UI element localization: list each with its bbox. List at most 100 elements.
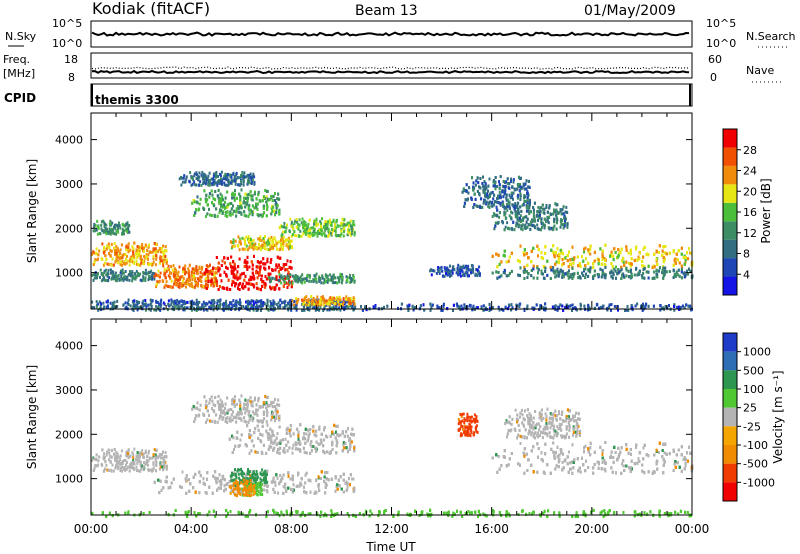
scatter-cell xyxy=(345,278,348,282)
scatter-cell xyxy=(248,308,251,312)
scatter-cell xyxy=(282,230,285,234)
scatter-cell xyxy=(506,203,508,207)
scatter-cell xyxy=(245,300,247,304)
scatter-cell xyxy=(172,273,175,277)
scatter-cell xyxy=(205,282,207,286)
scatter-cell xyxy=(125,257,127,261)
scatter-cell xyxy=(286,243,289,247)
scatter-cell xyxy=(327,234,330,238)
scatter-cell xyxy=(550,213,553,216)
scatter-cell xyxy=(191,304,194,308)
scatter-cell xyxy=(106,305,109,309)
scatter-cell xyxy=(353,279,356,283)
scatter-cell xyxy=(330,221,333,225)
scatter-cell xyxy=(319,305,322,309)
scatter-cell xyxy=(195,302,198,306)
scatter-cell xyxy=(286,238,289,242)
scatter-cell xyxy=(505,206,507,209)
scatter-cell xyxy=(252,277,255,281)
scatter-cell xyxy=(190,183,193,187)
scatter-cell xyxy=(555,221,558,225)
scatter-cell xyxy=(156,280,159,284)
scatter-cell xyxy=(486,192,489,196)
scatter-cell xyxy=(542,306,545,310)
scatter-cell xyxy=(231,283,233,287)
scatter-cell xyxy=(114,226,117,230)
scatter-cell xyxy=(512,205,515,209)
scatter-cell xyxy=(114,248,117,252)
scatter-cell xyxy=(516,194,519,198)
scatter-cell xyxy=(332,305,335,309)
scatter-cell xyxy=(518,175,520,179)
scatter-cell xyxy=(534,219,537,223)
scatter-cell xyxy=(681,304,684,308)
scatter-cell xyxy=(257,190,260,194)
scatter-cell xyxy=(215,171,218,174)
scatter-cell xyxy=(219,192,222,196)
scatter-cell xyxy=(235,210,238,214)
scatter-cell xyxy=(133,260,135,264)
scatter-cell xyxy=(514,213,517,217)
scatter-cell xyxy=(121,227,124,231)
scatter-cell xyxy=(101,242,104,246)
scatter-cell xyxy=(600,305,602,309)
scatter-cell xyxy=(467,191,470,195)
scatter-cell xyxy=(195,208,197,212)
scatter-cell xyxy=(270,206,273,210)
scatter-cell xyxy=(479,205,482,209)
scatter-cell xyxy=(325,275,328,279)
scatter-cell xyxy=(479,177,482,180)
scatter-cell xyxy=(244,259,247,263)
scatter-cell xyxy=(659,308,662,312)
scatter-cell xyxy=(566,224,569,228)
scatter-cell xyxy=(298,218,301,222)
scatter-cell xyxy=(224,172,227,176)
scatter-cell xyxy=(297,276,299,279)
scatter-cell xyxy=(139,305,142,309)
scatter-cell xyxy=(535,214,538,218)
scatter-cell xyxy=(168,271,171,275)
scatter-cell xyxy=(624,309,626,312)
scatter-cell xyxy=(262,195,265,199)
scatter-cell xyxy=(523,187,526,191)
scatter-cell xyxy=(520,219,523,223)
scatter-cell xyxy=(206,285,209,289)
scatter-cell xyxy=(259,213,262,217)
scatter-cell xyxy=(180,299,183,303)
scatter-cell xyxy=(158,280,160,284)
scatter-cell xyxy=(323,301,326,305)
scatter-cell xyxy=(519,216,521,220)
scatter-cell xyxy=(324,220,327,223)
scatter-cell xyxy=(302,232,305,236)
scatter-cell xyxy=(258,270,261,274)
scatter-cell xyxy=(492,197,495,201)
scatter-cell xyxy=(276,204,279,208)
scatter-cell xyxy=(283,221,286,225)
scatter-cell xyxy=(243,278,246,282)
scatter-cell xyxy=(264,282,267,286)
scatter-cell xyxy=(316,234,319,238)
scatter-cell xyxy=(301,302,304,306)
scatter-cell xyxy=(249,306,252,310)
scatter-cell xyxy=(562,226,565,230)
scatter-cell xyxy=(100,272,103,276)
scatter-cell xyxy=(175,272,178,276)
scatter-cell xyxy=(123,261,126,265)
scatter-cell xyxy=(127,248,129,252)
scatter-cell xyxy=(100,223,103,227)
scatter-cell xyxy=(112,263,115,267)
scatter-cell xyxy=(230,241,233,244)
scatter-cell xyxy=(144,272,147,275)
scatter-cell xyxy=(217,196,220,200)
scatter-cell xyxy=(475,204,478,208)
scatter-cell xyxy=(345,275,348,279)
scatter-cell xyxy=(239,273,242,277)
scatter-cell xyxy=(673,303,676,307)
scatter-cell xyxy=(194,211,197,215)
scatter-cell xyxy=(235,177,238,181)
scatter-cell xyxy=(157,249,160,253)
nave-tick-top: 60 xyxy=(708,53,722,66)
scatter-cell xyxy=(105,257,108,261)
scatter-cell xyxy=(330,227,333,231)
scatter-cell xyxy=(128,278,131,282)
